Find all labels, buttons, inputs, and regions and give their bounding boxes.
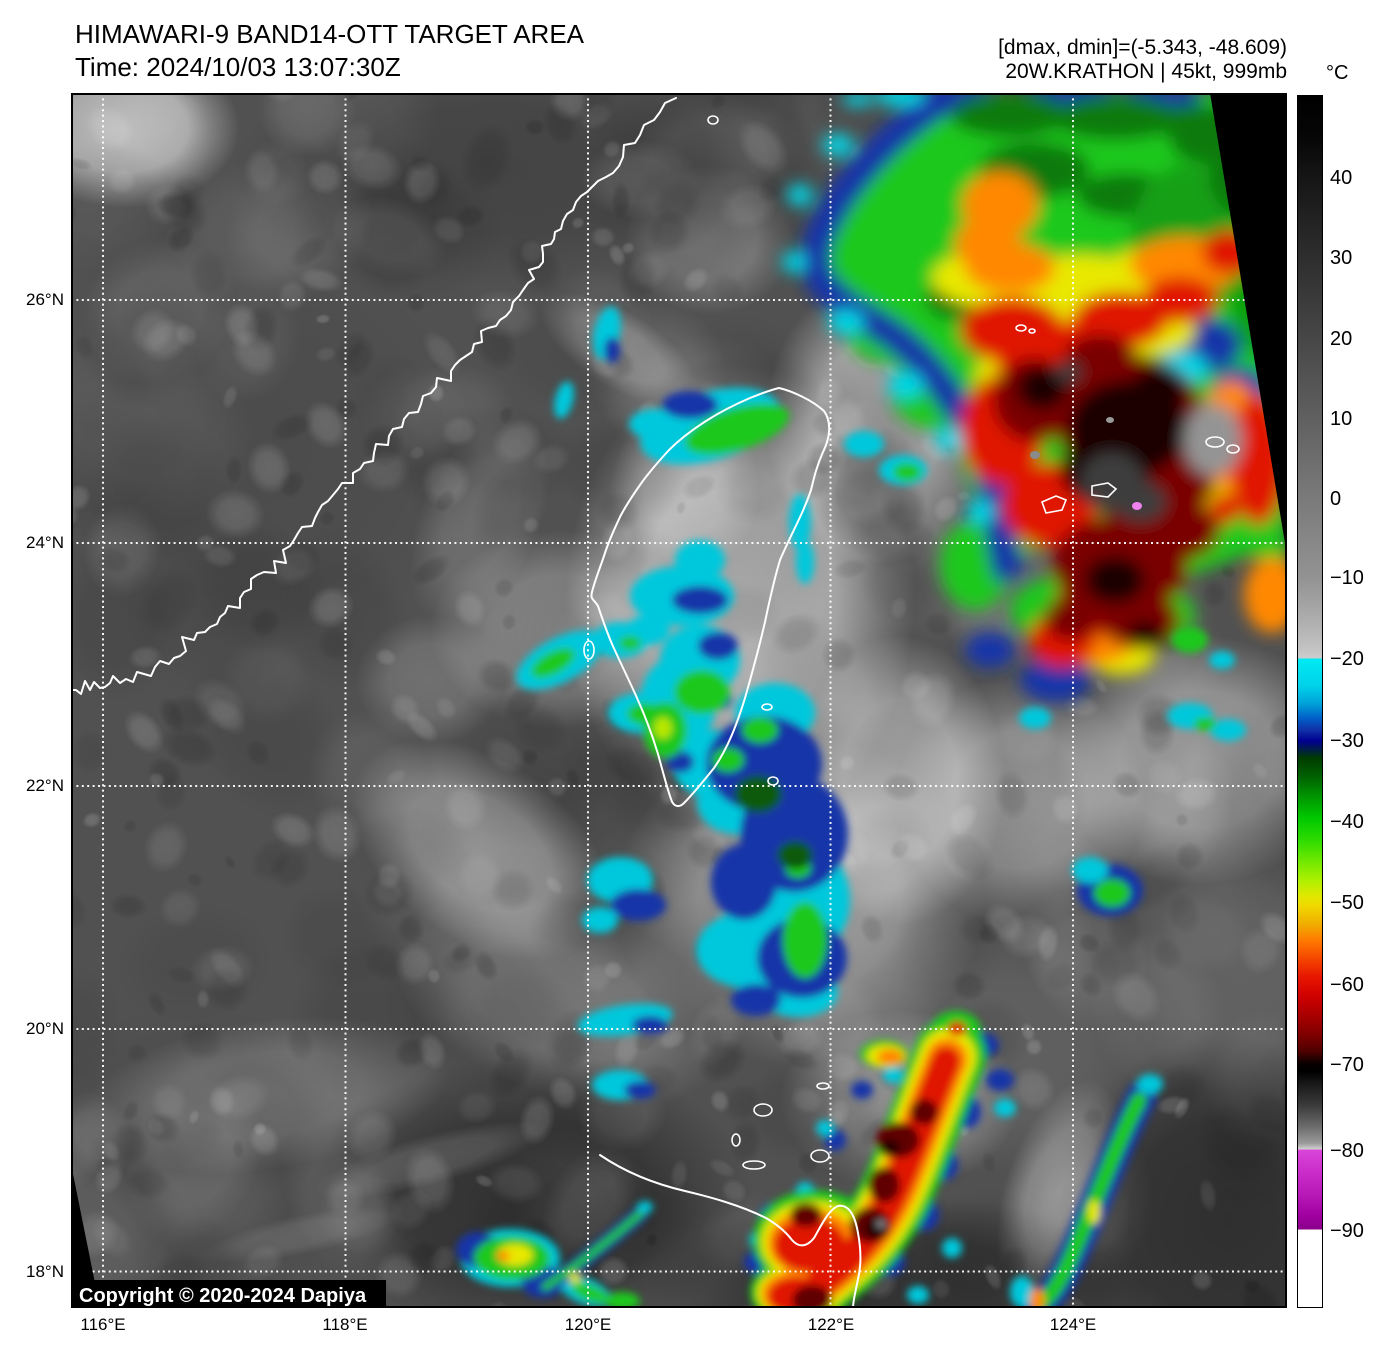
svg-text:Copyright © 2020-2024 Dapiya: Copyright © 2020-2024 Dapiya (79, 1285, 367, 1307)
